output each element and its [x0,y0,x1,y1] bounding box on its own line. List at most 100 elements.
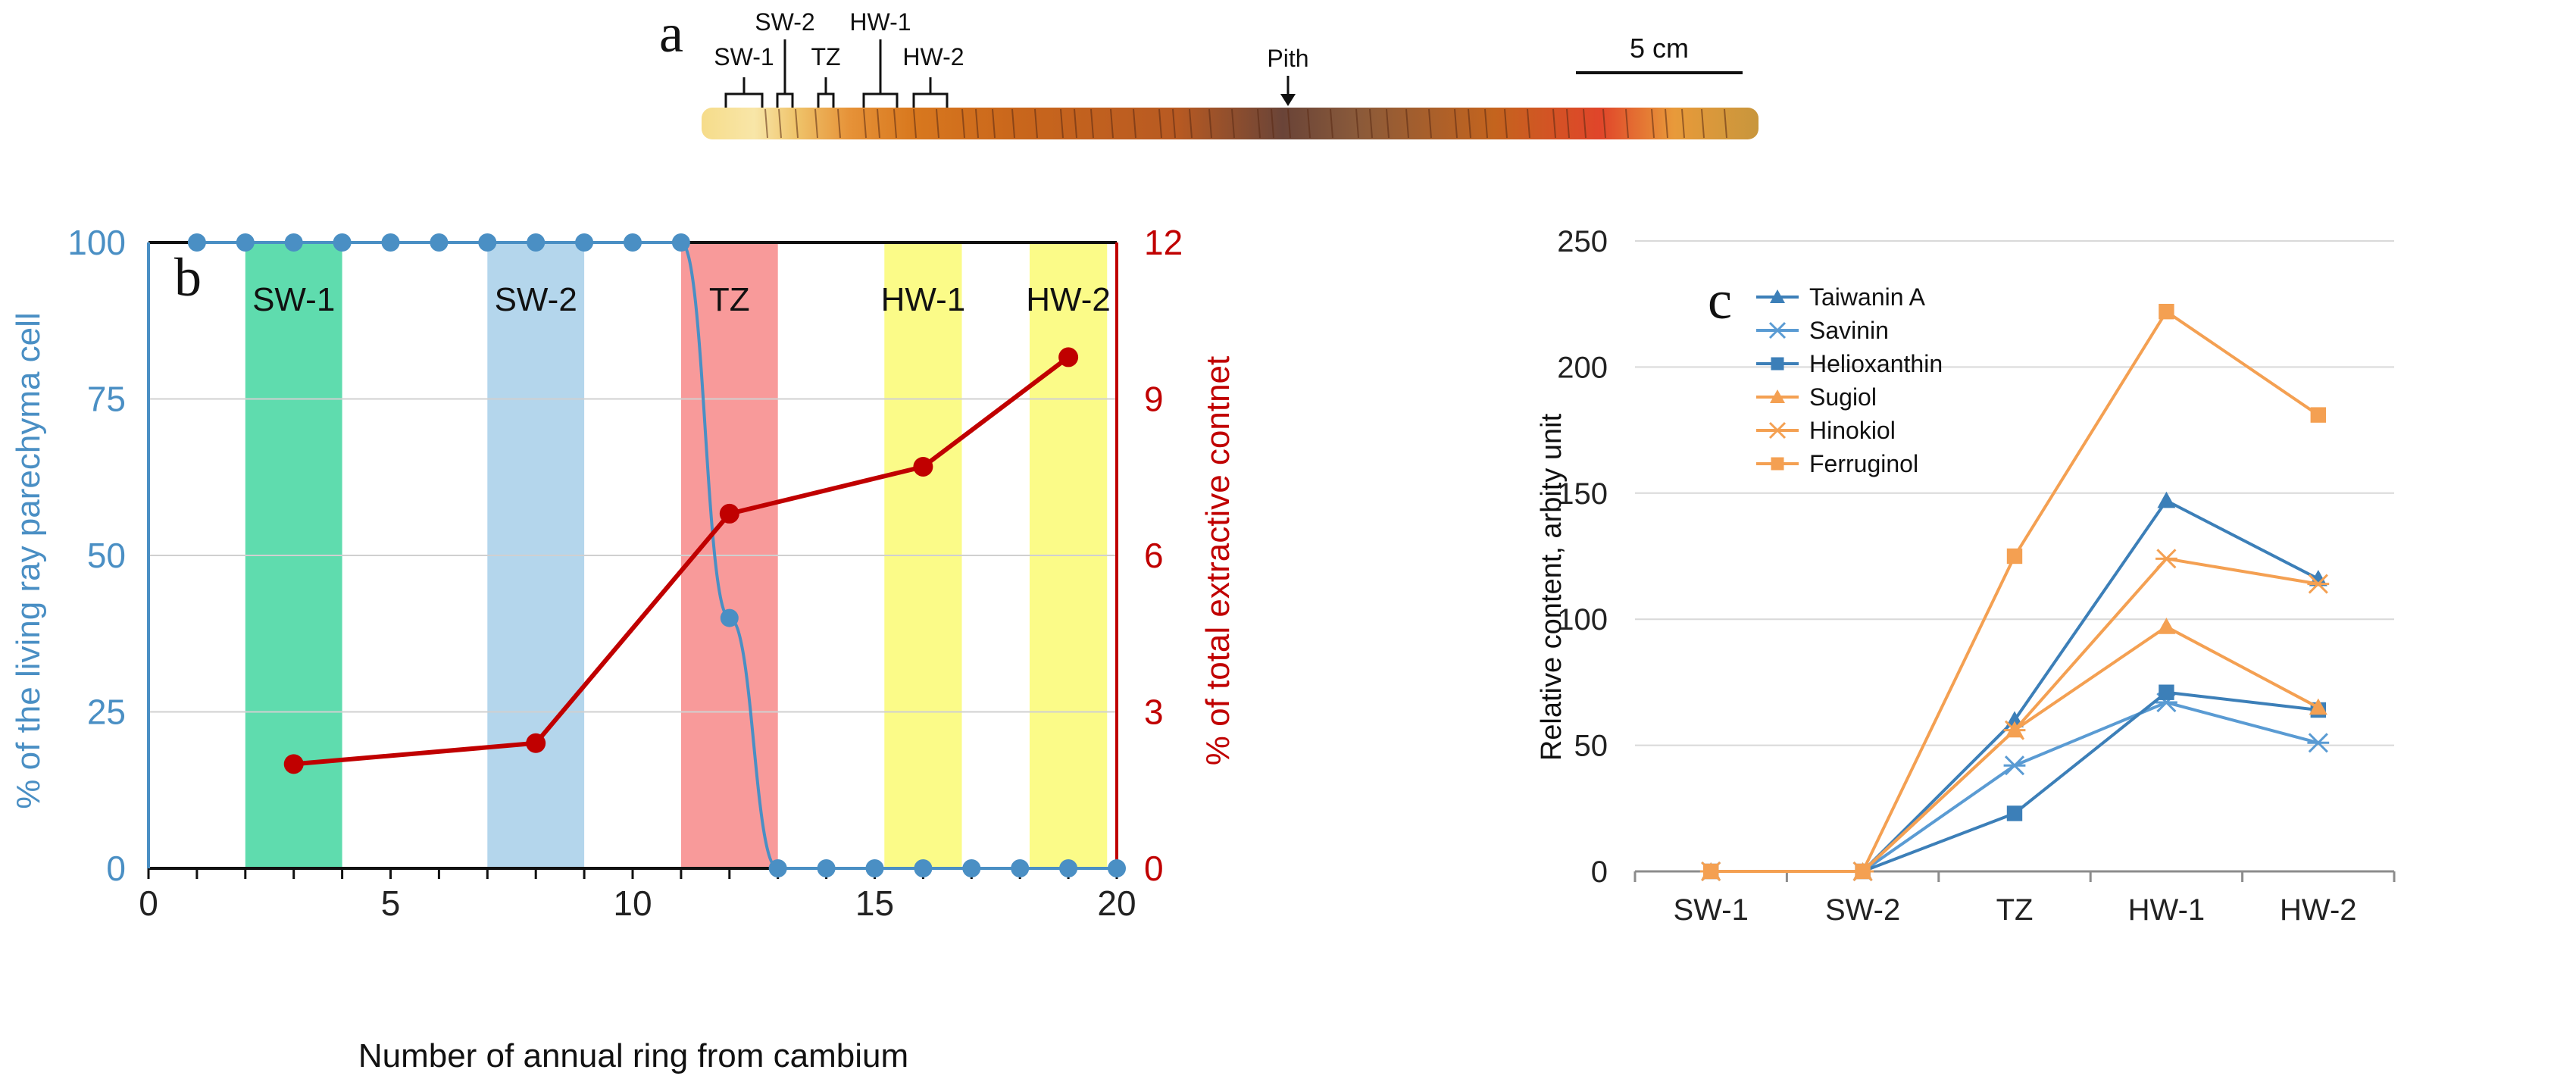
core-ring-mark [877,108,880,139]
core-ring-mark [1369,108,1373,139]
core-ring-mark [814,108,818,139]
c-x-tick-label: HW-2 [2280,893,2356,927]
b-right-tick-label: 6 [1144,536,1164,575]
core-ring-mark [1034,108,1038,139]
c-line-ferruginol [1711,309,2319,873]
core-ring-mark [1189,108,1193,139]
c-point-ferruginol [2159,303,2174,320]
b-x-tick-label: 10 [613,884,652,923]
c-x-tick-label: SW-1 [1674,893,1749,927]
c-point-ferruginol [1855,863,1871,880]
core-ring-mark [992,108,996,139]
scale-bar-label: 5 cm [1630,33,1689,64]
c-point-ferruginol [2310,407,2326,423]
c-legend-marker-taiwanin-a [1770,289,1785,303]
core-ring-mark [1527,108,1530,139]
core-growth-rings [764,108,1727,139]
b-living-cell-point [962,859,981,877]
b-series [187,233,1126,877]
core-ring-mark [936,108,939,139]
core-label-sw2: SW-2 [755,8,814,36]
zone-label-sw-1: SW-1 [252,281,335,318]
c-legend-label-helioxanthin: Helioxanthin [1809,350,1943,377]
bracket-sw1 [724,77,764,108]
b-living-cell-point [236,233,255,252]
core-ring-mark [1158,108,1162,139]
b-left-tick-label: 25 [87,693,126,732]
panel-a-letter: a [659,3,683,64]
zone-label-hw-1: HW-1 [881,281,966,318]
core-ring-mark [863,108,867,139]
b-living-cell-point [865,859,884,877]
core-ring-mark [778,108,782,139]
b-living-cell-point [720,608,739,627]
c-point-helioxanthin [2006,805,2023,821]
b-living-cell-point [430,233,449,252]
core-ring-mark [1172,108,1176,139]
core-zone-brackets [724,39,949,108]
core-ring-mark [1307,108,1311,139]
core-ring-mark [1090,108,1094,139]
core-ring-mark [913,108,917,139]
core-ring-mark [1110,108,1114,139]
c-legend-label-hinokiol: Hinokiol [1809,417,1896,444]
c-point-savinin [2307,733,2330,753]
c-y-tick-label: 250 [1557,225,1608,258]
b-living-cell-point [575,233,594,252]
core-ring-mark [1552,108,1556,139]
b-extractive-point [1058,347,1079,367]
c-x-tick-label: HW-1 [2128,893,2205,927]
c-y-tick-label: 200 [1557,351,1608,384]
b-right-tick-label: 12 [1144,223,1183,262]
c-point-savinin [2003,755,2026,776]
b-living-cell-point [671,233,690,252]
pith-label: Pith [1267,45,1308,72]
c-point-hinokiol [2307,574,2330,594]
b-living-cell-point [768,859,787,877]
b-extractive-point [283,754,304,774]
b-living-cell-point [1108,859,1126,877]
b-x-tick-label: 15 [855,884,894,923]
core-label-tz: TZ [811,43,840,70]
b-living-cell-point [914,859,933,877]
c-legend-label-ferruginol: Ferruginol [1809,450,1918,477]
c-x-tick-label: SW-2 [1825,893,1900,927]
c-series [1699,303,2330,882]
c-point-helioxanthin [2159,684,2174,700]
core-label-sw1: SW-1 [714,43,774,70]
panel-a: a SW-1 SW-2 TZ HW-1 HW-2 Pith 5 cm [659,3,1758,139]
core-ring-mark [1484,108,1488,139]
bracket-tz [817,77,835,108]
c-legend-label-savinin: Savinin [1809,317,1889,344]
core-ring-mark [1330,108,1333,139]
b-living-cell-point [817,859,836,877]
c-legend-marker-hinokiol [1768,421,1787,439]
core-ring-mark [893,108,897,139]
core-ring-mark [1651,108,1655,139]
core-ring-mark [1060,108,1064,139]
b-living-cell-line [196,241,1117,870]
b-living-cell-point [624,233,642,252]
c-legend-marker-savinin [1768,321,1787,339]
core-ring-mark [1724,108,1727,139]
c-line-sugiol [1711,624,2319,873]
b-right-tick-label: 9 [1144,380,1164,419]
c-y-tick-label: 0 [1591,855,1608,889]
bracket-sw2 [776,39,794,108]
c-y-tick-label: 150 [1557,477,1608,511]
c-x-tick-label: TZ [1996,893,2034,927]
wood-core-image [702,108,1758,139]
core-ring-mark [1701,108,1705,139]
b-living-cell-point [478,233,497,252]
core-ring-mark [1583,108,1587,139]
core-ring-mark [1287,108,1291,139]
c-gridlines [1635,240,2394,746]
core-ring-mark [1625,108,1629,139]
core-ring-mark [1468,108,1471,139]
b-living-cell-point [381,233,400,252]
b-left-axis-title: % of the living ray parechyma cell [10,312,47,808]
b-living-cell-point [284,233,303,252]
core-ring-mark [1386,108,1390,139]
zone-label-tz: TZ [709,281,750,318]
